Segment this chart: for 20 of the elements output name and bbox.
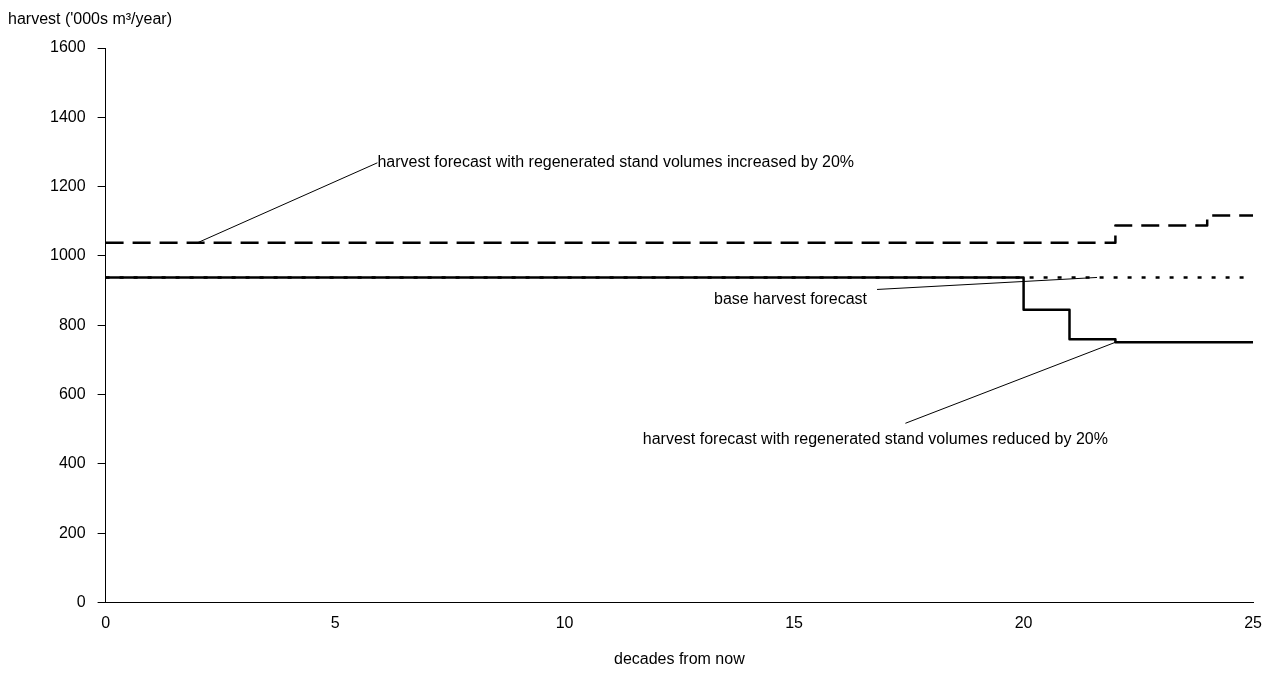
annotation: harvest forecast with regenerated stand volumes increased by 20% [377, 153, 855, 171]
x-tick-label: 15 [785, 613, 804, 631]
y-tick-label: 400 [58, 454, 86, 472]
y-tick-label: 800 [58, 315, 86, 333]
x-axis-title: decades from now [613, 649, 746, 667]
annotation: base harvest forecast [714, 289, 868, 307]
y-tick-label: 1200 [50, 177, 86, 195]
y-tick-label: 1600 [50, 38, 86, 56]
y-axis-title: harvest ('000s m³/year) [8, 10, 172, 28]
y-tick-label: 200 [58, 523, 86, 541]
x-tick-label: 5 [330, 613, 340, 631]
x-tick-label: 20 [1014, 613, 1033, 631]
y-tick-label: 1000 [50, 246, 86, 264]
annotation: harvest forecast with regenerated stand volumes reduced by 20% [642, 429, 1108, 447]
x-tick-label: 0 [101, 613, 111, 631]
y-tick-label: 600 [58, 385, 86, 403]
y-tick-label: 1400 [50, 107, 86, 125]
x-tick-label: 10 [555, 613, 574, 631]
x-tick-label: 25 [1244, 613, 1263, 631]
y-tick-label: 0 [76, 593, 86, 611]
